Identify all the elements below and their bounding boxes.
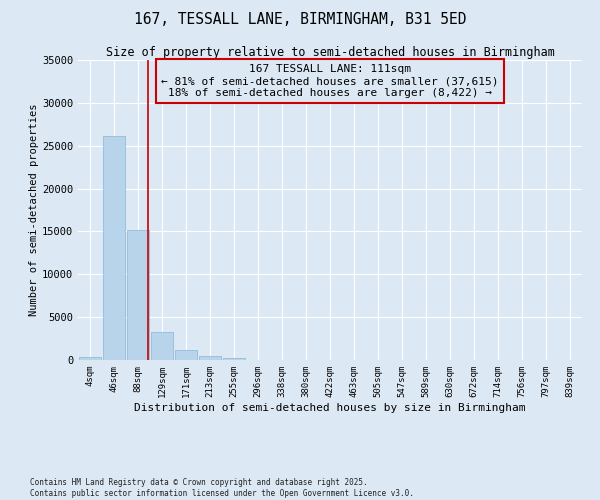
Bar xyxy=(79,356,101,360)
Bar xyxy=(199,356,221,360)
Bar xyxy=(103,136,125,360)
X-axis label: Distribution of semi-detached houses by size in Birmingham: Distribution of semi-detached houses by … xyxy=(134,402,526,412)
Text: 167, TESSALL LANE, BIRMINGHAM, B31 5ED: 167, TESSALL LANE, BIRMINGHAM, B31 5ED xyxy=(134,12,466,28)
Y-axis label: Number of semi-detached properties: Number of semi-detached properties xyxy=(29,104,39,316)
Text: 167 TESSALL LANE: 111sqm
← 81% of semi-detached houses are smaller (37,615)
18% : 167 TESSALL LANE: 111sqm ← 81% of semi-d… xyxy=(161,64,499,98)
Bar xyxy=(223,358,245,360)
Title: Size of property relative to semi-detached houses in Birmingham: Size of property relative to semi-detach… xyxy=(106,46,554,59)
Bar xyxy=(175,350,197,360)
Bar xyxy=(151,332,173,360)
Text: Contains HM Land Registry data © Crown copyright and database right 2025.
Contai: Contains HM Land Registry data © Crown c… xyxy=(30,478,414,498)
Bar xyxy=(127,230,149,360)
